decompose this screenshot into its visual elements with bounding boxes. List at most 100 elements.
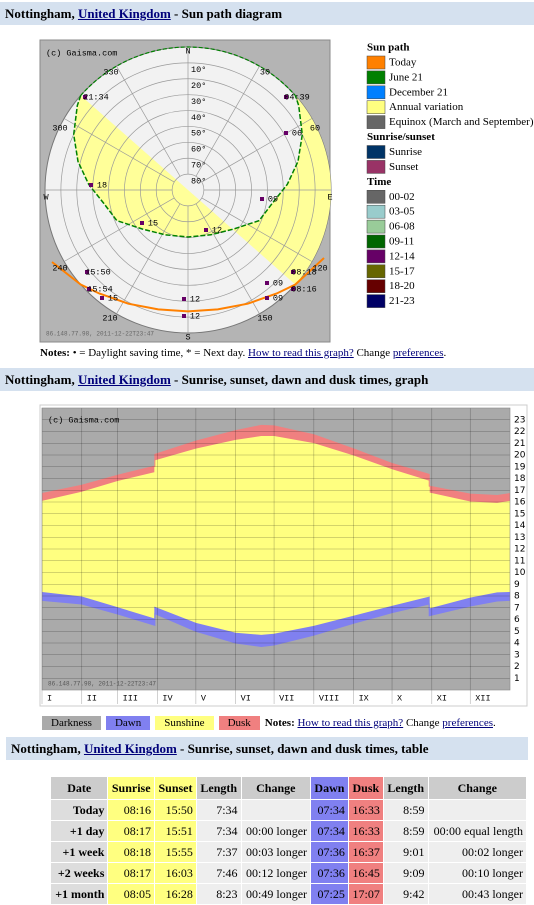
table-cell: 08:18 [108, 842, 155, 862]
help-link[interactable]: How to read this graph? [248, 347, 354, 359]
column-header: Length [383, 777, 428, 799]
graph-legend: Darkness Dawn Sunshine Dusk Notes: How to re… [42, 716, 496, 730]
row-label: +1 month [51, 884, 108, 904]
city: Nottingham, [11, 741, 81, 756]
hour-dot [85, 270, 89, 274]
change-text: Change [356, 347, 391, 359]
azimuth-line [201, 197, 313, 262]
legend-label: Sunrise [389, 146, 422, 158]
table-row: +1 week 08:18 15:55 7:37 00:03 longer 07:36 16… [51, 842, 526, 862]
table-cell: 15:50 [155, 800, 196, 820]
time-label: 04:39 [284, 92, 310, 102]
azimuth-line [63, 197, 175, 262]
legend-item: Sunshine [155, 716, 214, 730]
table-cell: 07:34 [311, 800, 348, 820]
table-cell: 15:51 [155, 821, 196, 841]
section-header: Nottingham, United Kingdom - Sun path di… [0, 2, 534, 25]
y-tick-label: 11 [514, 556, 525, 566]
header-title: - Sunrise, sunset, dawn and dusk times, … [174, 372, 429, 387]
azimuth-line [195, 65, 260, 177]
hour-dot [89, 183, 93, 187]
legend-swatch [366, 160, 386, 174]
column-header: Length [196, 777, 241, 799]
x-tick-label: II [87, 693, 97, 703]
legend-label: 21-23 [389, 295, 415, 307]
x-tick-label: X [397, 693, 402, 703]
table-cell: 17:07 [348, 884, 383, 904]
azimuth-label: 60 [310, 123, 320, 133]
legend-swatch [366, 100, 386, 114]
table-cell: 16:03 [155, 863, 196, 883]
y-tick-label: 18 [514, 474, 526, 484]
city: Nottingham, [5, 372, 75, 387]
time-line [41, 424, 511, 497]
hour-dot [83, 95, 87, 99]
table-cell: 7:34 [196, 821, 241, 841]
x-tick-label: XII [475, 693, 490, 703]
legend-label: 15-17 [389, 265, 415, 277]
table-cell: 00:12 longer [241, 863, 311, 883]
country-link[interactable]: United Kingdom [77, 6, 171, 21]
hour-dot [87, 287, 91, 291]
band-area [42, 592, 510, 647]
preferences-link[interactable]: preferences [392, 347, 444, 359]
legend-swatch [366, 264, 386, 279]
table-row: +1 month 08:05 16:28 8:23 00:49 longer 07:25 1… [51, 884, 526, 904]
time-label: 12 [212, 225, 222, 235]
y-tick-label: 5 [514, 627, 520, 637]
table-cell: 00:00 longer [241, 821, 311, 841]
azimuth-label: 300 [52, 123, 67, 133]
legend-label: 06-08 [389, 221, 415, 233]
table-row: Today 08:16 15:50 7:34 07:34 16:33 8:59 [51, 800, 526, 820]
hour-dot [182, 314, 186, 318]
table-cell: 07:34 [311, 821, 348, 841]
notes-end: . [492, 717, 496, 729]
azimuth-label: 240 [52, 263, 67, 273]
legend-label: Sunset [389, 161, 418, 173]
azimuth-line [116, 65, 181, 177]
altitude-label: 40° [191, 113, 206, 123]
x-tick-label: IX [359, 693, 369, 703]
legend-label: June 21 [389, 71, 423, 83]
x-tick-label: VI [241, 693, 251, 703]
header-title: - Sunrise, sunset, dawn and dusk times, … [180, 741, 429, 756]
table-cell: 00:43 longer [428, 884, 526, 904]
hour-dot [284, 95, 288, 99]
table-row: +2 weeks 08:17 16:03 7:46 00:12 longer 07:36 1… [51, 863, 526, 883]
y-tick-label: 12 [514, 545, 525, 555]
country-link[interactable]: United Kingdom [83, 741, 177, 756]
legend-swatch [366, 204, 386, 219]
column-header: Sunrise [108, 777, 155, 799]
table-cell: 00:00 equal length [428, 821, 526, 841]
plot-border [41, 407, 511, 691]
x-tick-label: XI [437, 693, 447, 703]
time-label: 15:50 [85, 267, 111, 277]
country-link[interactable]: United Kingdom [77, 372, 171, 387]
table-cell: 07:36 [311, 842, 348, 862]
legend-title: Time [367, 176, 391, 188]
azimuth-label: 210 [102, 313, 117, 323]
legend-item: Darkness [42, 716, 101, 730]
legend-swatch [366, 115, 386, 129]
altitude-label: 70° [191, 160, 206, 170]
table-cell: 9:09 [383, 863, 428, 883]
column-header: Sunset [155, 777, 196, 799]
column-header: Dusk [348, 777, 383, 799]
direction-label: S [185, 332, 190, 342]
time-line [41, 436, 511, 504]
y-tick-label: 15 [514, 509, 525, 519]
notes-label: Notes: [40, 347, 70, 359]
legend-title: Sunrise/sunset [367, 131, 435, 143]
altitude-label: 50° [191, 129, 206, 139]
table-cell: 08:17 [108, 863, 155, 883]
table-cell: 16:45 [348, 863, 383, 883]
y-tick-label: 10 [514, 568, 526, 578]
hour-dot [140, 221, 144, 225]
table-cell: 15:55 [155, 842, 196, 862]
x-tick-label: III [123, 693, 138, 703]
preferences-link[interactable]: preferences [442, 717, 493, 729]
copyright: (c) Gaisma.com [46, 48, 117, 58]
row-label: +1 day [51, 821, 108, 841]
help-link[interactable]: How to read this graph? [297, 717, 404, 729]
table-cell: 16:33 [348, 821, 383, 841]
